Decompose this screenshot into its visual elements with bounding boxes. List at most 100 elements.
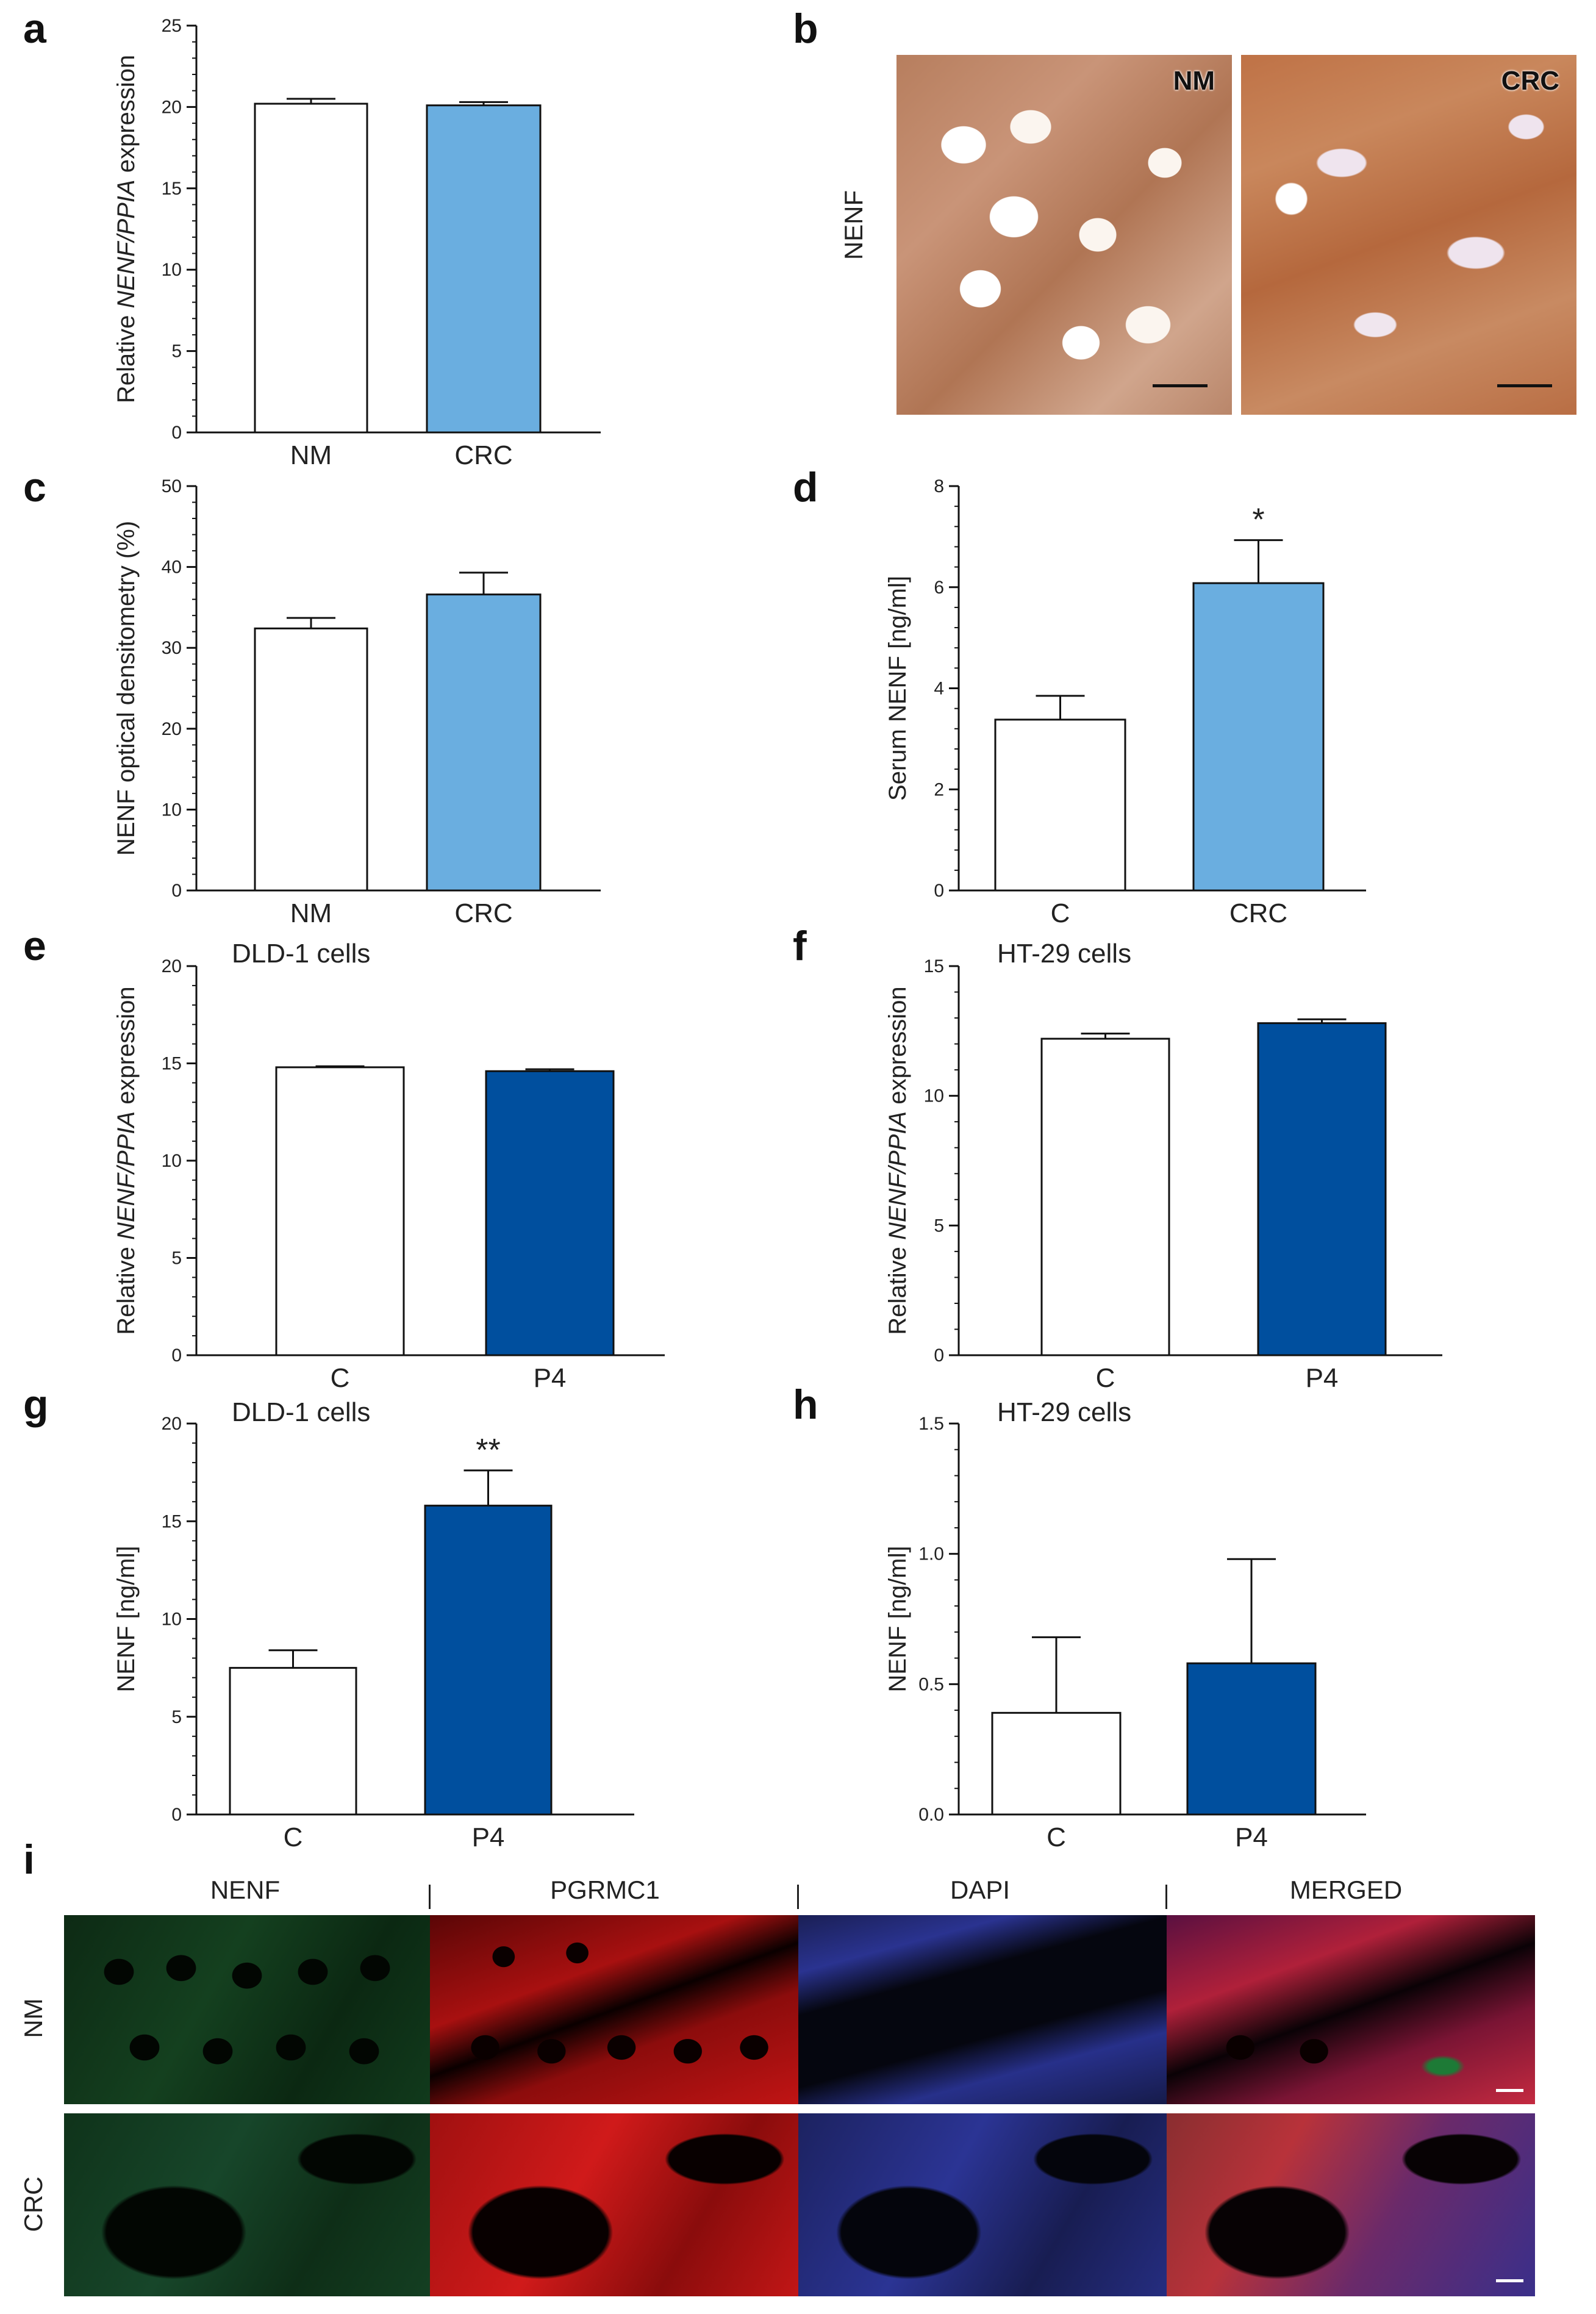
if-image-nm-pgrmc1 (430, 1915, 798, 2104)
y-tick-label: 2 (934, 779, 944, 800)
y-tick-label: 20 (162, 97, 182, 117)
category-label: NM (290, 440, 332, 470)
y-axis-label: NENF [ng/ml] (113, 1546, 140, 1692)
y-tick-label: 15 (924, 956, 944, 976)
category-label: P4 (1306, 1363, 1339, 1393)
y-tick-label: 5 (171, 1707, 182, 1727)
category-label: CRC (1229, 898, 1287, 928)
panel-letter-i: i (23, 1836, 35, 1883)
y-tick-label: 15 (162, 179, 182, 199)
y-tick-label: 25 (162, 16, 182, 36)
bar (994, 718, 1126, 892)
y-tick-label: 8 (934, 476, 944, 496)
ihc-image-crc: CRC (1241, 55, 1576, 415)
bar (254, 627, 368, 892)
if-image-crc-nenf (64, 2113, 430, 2296)
panel-b-row-label: NENF (839, 190, 868, 260)
ihc-label-crc: CRC (1501, 66, 1559, 96)
if-row-nm: NM (19, 1998, 48, 2038)
bar (426, 593, 542, 892)
column-separator (797, 1885, 799, 1909)
y-tick-label: 0 (934, 881, 944, 901)
panel-letter-f: f (793, 923, 807, 969)
if-col-nenf: NENF (210, 1875, 281, 1904)
y-tick-label: 1.5 (918, 1414, 944, 1434)
bar (424, 1505, 553, 1816)
category-label: C (1047, 1822, 1066, 1852)
scale-bar (1496, 2279, 1523, 2282)
y-tick-label: 20 (162, 956, 182, 976)
if-image-nm-nenf (64, 1915, 430, 2104)
y-tick-label: 10 (162, 260, 182, 280)
y-tick-label: 50 (162, 476, 182, 496)
y-tick-label: 10 (924, 1086, 944, 1106)
y-tick-label: 10 (162, 1151, 182, 1171)
y-tick-label: 40 (162, 557, 182, 578)
y-tick-label: 5 (934, 1216, 944, 1236)
y-axis-label: NENF optical densitometry (%) (113, 521, 140, 856)
if-col-pgrmc1: PGRMC1 (550, 1875, 660, 1904)
bar (254, 102, 368, 434)
chart-title: DLD-1 cells (232, 1397, 370, 1427)
bar (1257, 1022, 1387, 1356)
if-row-crc: CRC (19, 2176, 48, 2232)
y-tick-label: 30 (162, 638, 182, 658)
if-col-merged: MERGED (1289, 1875, 1403, 1904)
significance-marker: ** (476, 1433, 500, 1468)
panel-letter-c: c (23, 464, 46, 510)
y-tick-label: 20 (162, 719, 182, 739)
y-axis-label: Relative NENF/PPIA expression (113, 986, 140, 1334)
y-tick-label: 10 (162, 800, 182, 820)
panel-letter-g: g (23, 1381, 49, 1428)
y-axis-label: Relative NENF/PPIA expression (113, 55, 140, 403)
category-label: C (1096, 1363, 1115, 1393)
y-tick-label: 15 (162, 1511, 182, 1531)
category-label: CRC (454, 440, 512, 470)
panel-letter-b: b (793, 5, 818, 52)
significance-marker: * (1252, 503, 1264, 538)
panel-letter-e: e (23, 923, 46, 969)
if-image-crc-merged (1167, 2113, 1535, 2296)
bar (1192, 582, 1325, 892)
bar (275, 1066, 405, 1356)
y-tick-label: 5 (171, 1248, 182, 1269)
if-col-dapi: DAPI (950, 1875, 1011, 1904)
chart-title: HT-29 cells (997, 939, 1131, 969)
scale-bar (1153, 384, 1208, 387)
y-tick-label: 0 (171, 881, 182, 901)
bar (485, 1070, 615, 1356)
y-tick-label: 0.5 (918, 1674, 944, 1694)
if-image-crc-pgrmc1 (430, 2113, 798, 2296)
y-tick-label: 0 (934, 1345, 944, 1366)
y-tick-label: 15 (162, 1054, 182, 1074)
category-label: NM (290, 898, 332, 928)
y-axis-label: Relative NENF/PPIA expression (884, 986, 911, 1334)
column-separator (429, 1885, 431, 1909)
category-label: P4 (1235, 1822, 1268, 1852)
y-tick-label: 0.0 (918, 1805, 944, 1825)
category-label: CRC (454, 898, 512, 928)
y-tick-label: 0 (171, 423, 182, 443)
panel-letter-d: d (793, 464, 818, 510)
y-tick-label: 6 (934, 578, 944, 598)
bar (991, 1711, 1122, 1816)
y-tick-label: 4 (934, 679, 944, 699)
category-label: P4 (472, 1822, 505, 1852)
y-axis-label: NENF [ng/ml] (884, 1546, 911, 1692)
y-tick-label: 20 (162, 1414, 182, 1434)
y-tick-label: 10 (162, 1610, 182, 1630)
y-tick-label: 0 (171, 1805, 182, 1825)
panel-letter-h: h (793, 1381, 818, 1428)
category-label: C (284, 1822, 303, 1852)
scale-bar (1497, 384, 1552, 387)
column-separator (1165, 1885, 1167, 1909)
if-image-crc-dapi (798, 2113, 1167, 2296)
category-label: C (331, 1363, 350, 1393)
chart-title: HT-29 cells (997, 1397, 1131, 1427)
bar (426, 104, 542, 434)
panel-letter-a: a (23, 5, 46, 52)
y-axis-label: Serum NENF [ng/ml] (884, 576, 911, 801)
bar (1040, 1037, 1170, 1356)
if-image-nm-merged (1167, 1915, 1535, 2104)
